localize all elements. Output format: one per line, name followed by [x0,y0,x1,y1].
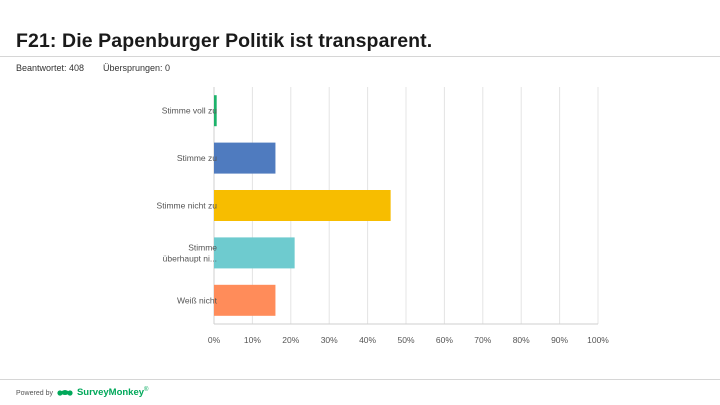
category-label: Stimme nicht zu [157,201,218,211]
tick-label: 100% [587,335,609,345]
tick-label: 40% [359,335,376,345]
axis-ticks: 0% 10% 20% 30% 40% 50% 60% 70% 80% 90% 100% [208,335,609,345]
category-label: Stimme voll zu [162,106,218,116]
bars [214,95,391,316]
footer-divider [0,379,720,380]
bar[interactable] [214,95,217,127]
brand-mark: ® [144,387,149,394]
chart-title: F21: Die Papenburger Politik ist transpa… [16,30,433,52]
title-divider [0,56,720,57]
footer: Powered by SurveyMonkey® [16,386,148,400]
surveymonkey-brand: SurveyMonkey® [77,387,148,398]
brand-name: SurveyMonkey [76,387,145,399]
tick-label: 10% [244,335,261,345]
answered-count: Beantwortet: 408 [16,63,85,73]
tick-label: 30% [321,335,338,345]
bar[interactable] [214,237,295,269]
bar[interactable] [214,284,276,316]
surveymonkey-logo-icon [57,390,73,396]
tick-label: 90% [551,335,568,345]
category-label: überhaupt ni... [163,253,217,263]
powered-by-text: Powered by [16,389,53,397]
tick-label: 0% [208,335,221,345]
tick-label: 50% [397,335,414,345]
tick-label: 20% [282,335,299,345]
skipped-count: Übersprungen: 0 [103,63,171,73]
tick-label: 60% [436,335,453,345]
category-labels: Stimme voll zu Stimme zu Stimme nicht zu St… [157,106,218,306]
bar[interactable] [214,190,391,221]
bar[interactable] [214,142,276,174]
tick-label: 80% [513,335,530,345]
category-label: Stimme zu [177,153,217,163]
tick-label: 70% [474,335,491,345]
category-label: Weiß nicht [177,295,218,305]
category-label: Stimme [188,242,217,252]
